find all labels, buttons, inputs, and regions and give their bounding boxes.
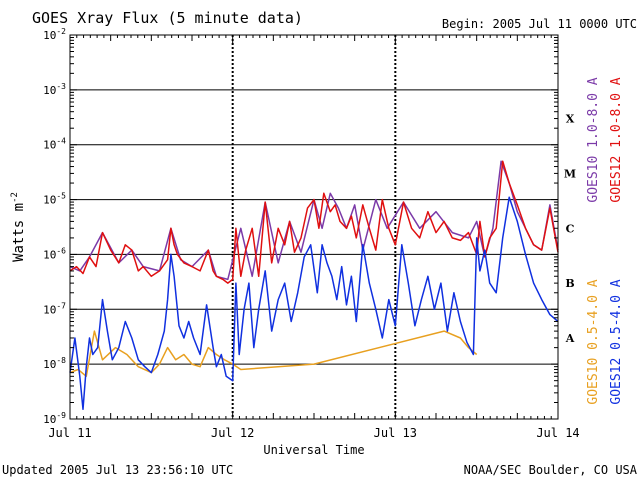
footer-updated: Updated 2005 Jul 13 23:56:10 UTC (2, 463, 233, 477)
flare-class-label: C (566, 222, 575, 235)
legend: GOES10 1.0-8.0 A GOES12 1.0-8.0 A GOES10 0… (586, 77, 624, 404)
x-tick-label: Jul 14 (536, 426, 579, 440)
footer-source: NOAA/SEC Boulder, CO USA (464, 463, 638, 477)
x-tick-label: Jul 13 (374, 426, 417, 440)
y-tick-labels: 10-2 10-3 10-4 10-5 10-6 10-7 10-8 10-9 (43, 27, 66, 426)
axis-ticks (69, 35, 559, 420)
legend-entry: GOES10 0.5-4.0 A (586, 279, 601, 404)
plot-frame (69, 34, 559, 420)
series-line (69, 160, 559, 281)
y-axis-label: Watts m-2 (10, 192, 27, 262)
series-line (69, 196, 559, 411)
legend-entry: GOES10 1.0-8.0 A (586, 77, 601, 202)
flare-class-label: X (566, 113, 575, 126)
series-lines (69, 160, 559, 411)
x-axis-label: Universal Time (263, 443, 364, 457)
y-axis-label-superscript: -2 (10, 192, 20, 203)
y-tick-label: 10-5 (43, 192, 66, 207)
begin-label: Begin: 2005 Jul 11 0000 UTC (442, 17, 637, 31)
x-tick-label: Jul 11 (48, 426, 91, 440)
series-line (69, 160, 559, 284)
y-tick-label: 10-9 (43, 411, 66, 426)
y-tick-label: 10-7 (43, 301, 66, 316)
x-tick-label: Jul 12 (211, 426, 254, 440)
x-tick-labels: Jul 11 Jul 12 Jul 13 Jul 14 (48, 426, 579, 440)
legend-entry: GOES12 1.0-8.0 A (609, 77, 624, 202)
y-tick-label: 10-8 (43, 356, 66, 371)
y-tick-label: 10-3 (43, 82, 66, 97)
flare-class-label: A (565, 332, 575, 345)
chart-title: GOES Xray Flux (5 minute data) (32, 9, 303, 27)
flare-class-labels: X M C B A (564, 113, 576, 345)
legend-entry: GOES12 0.5-4.0 A (609, 279, 624, 404)
gridlines (70, 35, 558, 419)
y-tick-label: 10-4 (43, 137, 66, 152)
series-line (69, 330, 478, 378)
flare-class-label: M (564, 167, 576, 180)
flare-class-label: B (565, 277, 574, 290)
y-tick-label: 10-2 (43, 27, 66, 42)
y-tick-label: 10-6 (43, 246, 66, 261)
